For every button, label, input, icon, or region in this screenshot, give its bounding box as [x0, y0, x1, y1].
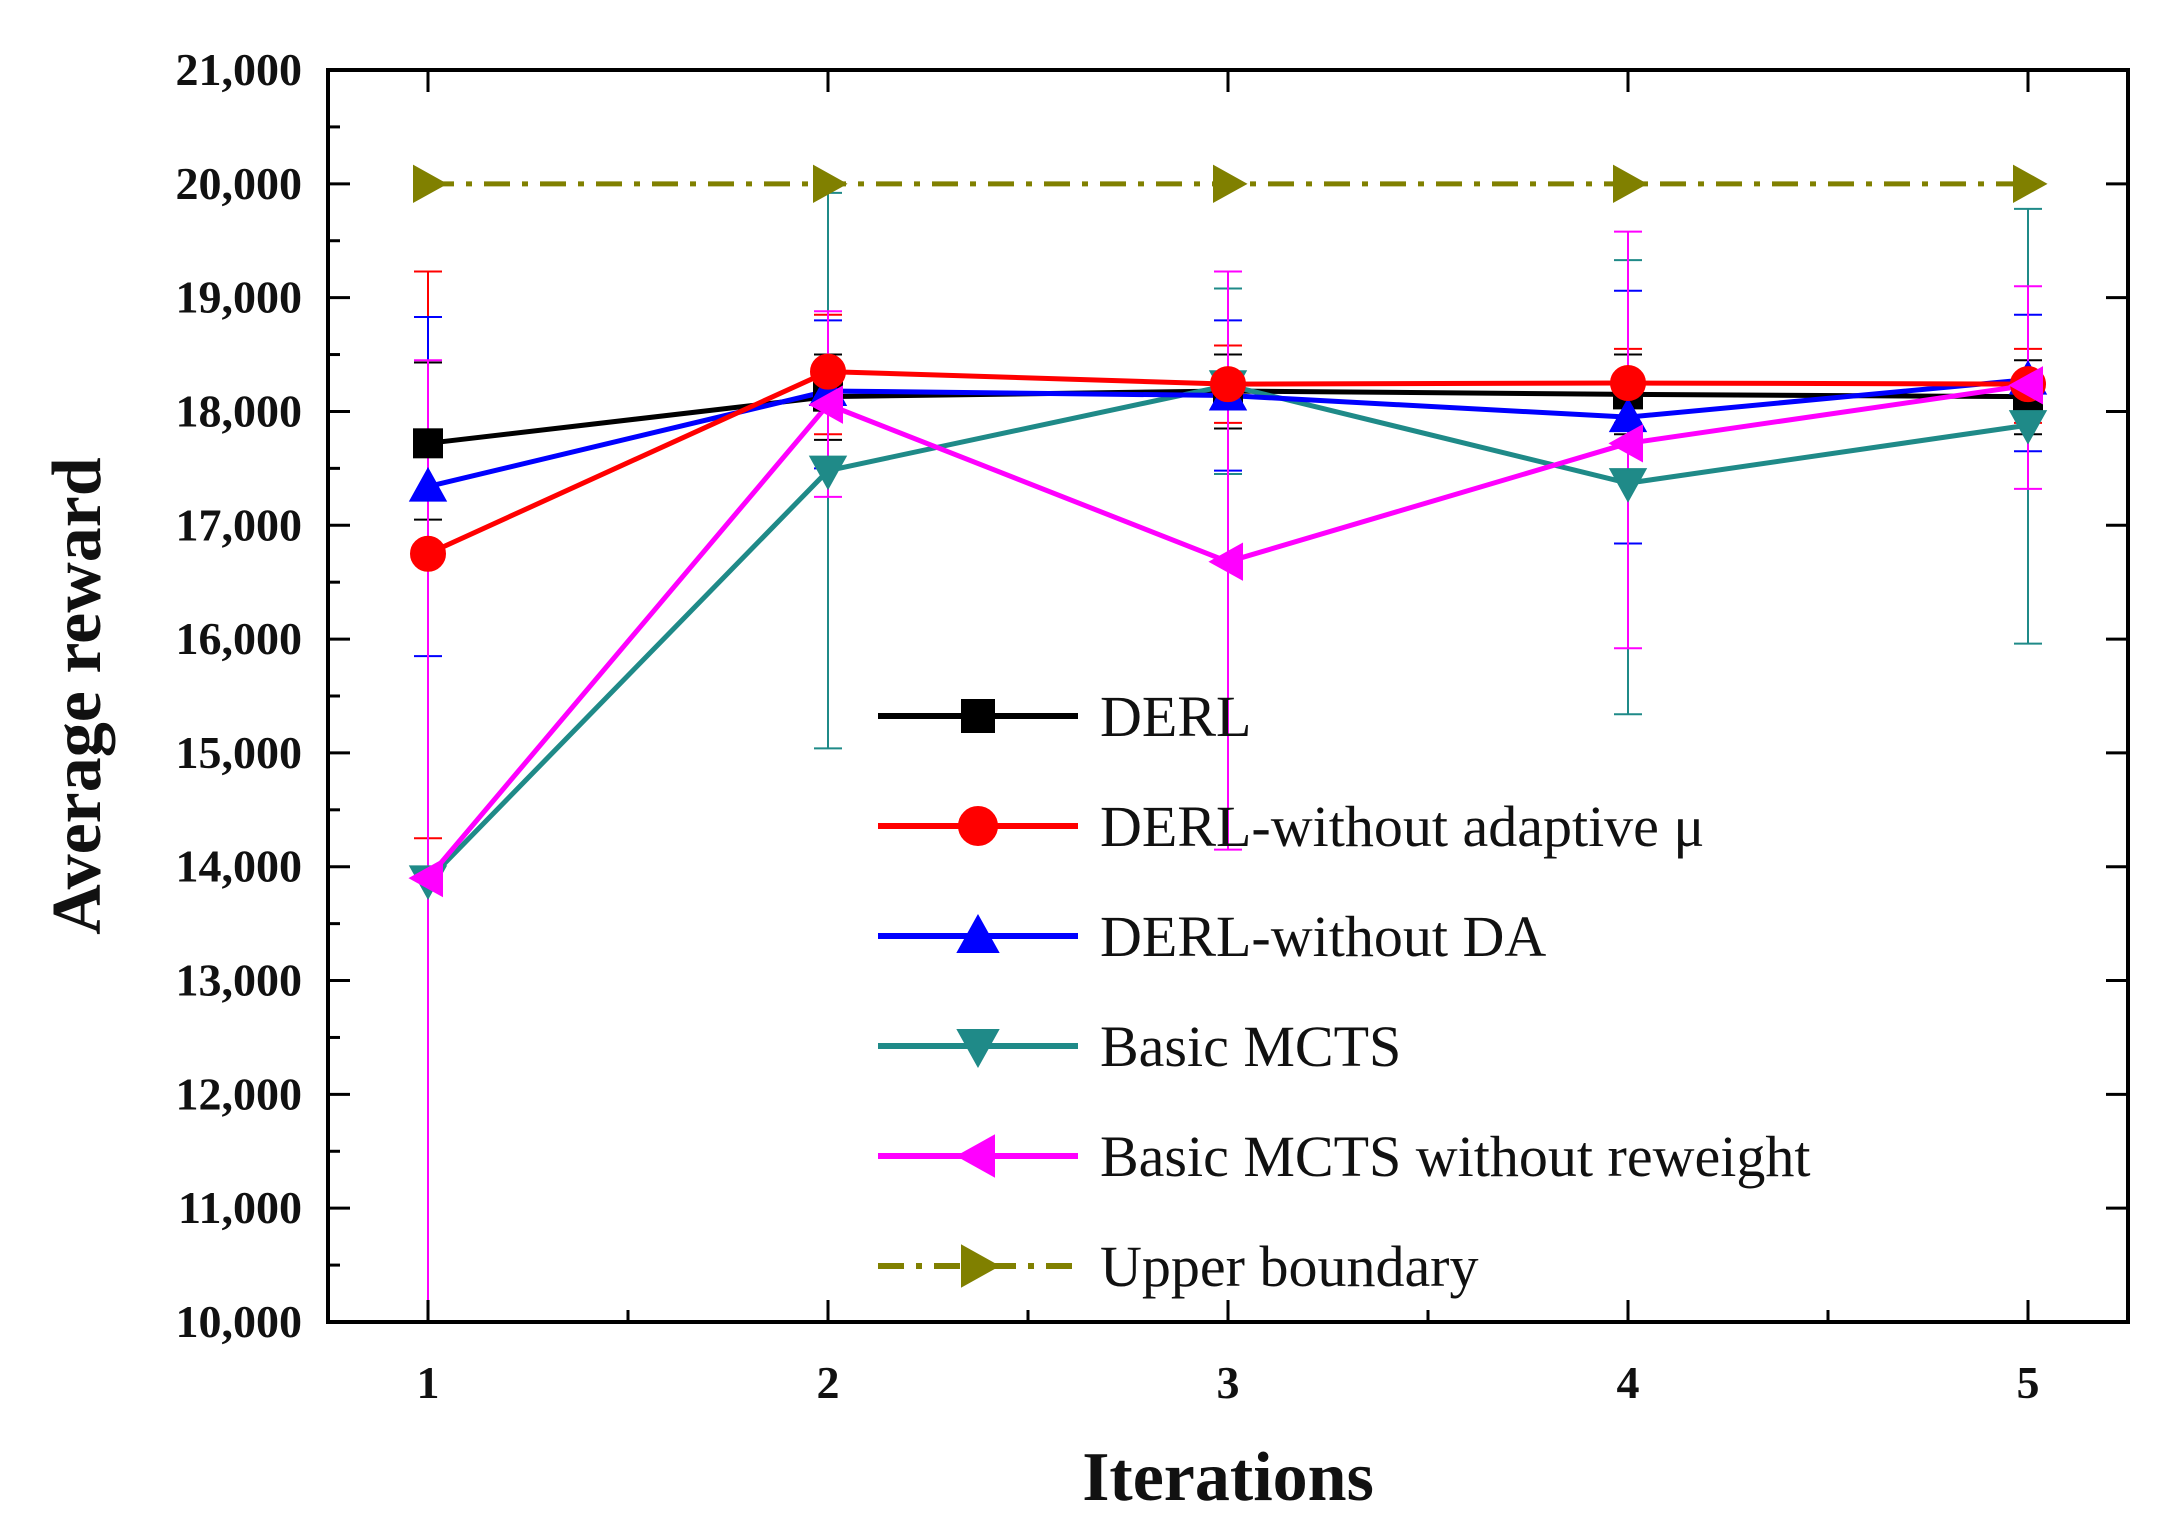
x-axis-title: Iterations — [1082, 1439, 1374, 1516]
legend-label: DERL — [1100, 684, 1251, 749]
y-tick-label: 11,000 — [178, 1182, 302, 1233]
y-tick-label: 20,000 — [176, 158, 303, 209]
y-tick-label: 16,000 — [176, 613, 303, 664]
data-point — [1210, 366, 1246, 403]
data-point — [810, 353, 846, 390]
legend-marker — [958, 806, 998, 846]
legend-marker — [956, 913, 1000, 953]
y-axis-title: Average reward — [39, 457, 116, 935]
y-tick-label: 17,000 — [176, 499, 303, 550]
y-tick-label: 21,000 — [176, 44, 303, 95]
legend: DERL DERL-without adaptive μ DERL-without … — [878, 684, 1810, 1299]
data-point — [2013, 164, 2048, 204]
legend-label: DERL-without DA — [1100, 904, 1546, 969]
y-tick-label: 18,000 — [176, 385, 303, 436]
y-tick-label: 19,000 — [176, 272, 303, 323]
data-point — [808, 455, 848, 491]
data-point — [1608, 424, 1643, 463]
data-point — [1213, 164, 1248, 204]
data-point — [1208, 542, 1243, 581]
data-point — [1613, 164, 1648, 204]
data-point — [413, 164, 448, 204]
y-tick-label: 13,000 — [176, 955, 303, 1006]
data-point — [808, 385, 843, 424]
y-tick-label: 10,000 — [176, 1296, 303, 1347]
data-point — [413, 428, 443, 459]
y-tick-label: 15,000 — [176, 727, 303, 778]
y-tick-label: 14,000 — [176, 841, 303, 892]
y-tick-label: 12,000 — [176, 1068, 303, 1119]
data-point — [1608, 468, 1648, 503]
data-point — [1608, 397, 1648, 433]
y-axis-ticks: 10,000 11,000 12,000 13,000 14,000 15,000 16,0… — [176, 44, 2128, 1347]
x-tick-label: 4 — [1617, 1357, 1640, 1408]
legend-label: Upper boundary — [1100, 1234, 1479, 1299]
legend-label: DERL-without adaptive μ — [1100, 794, 1705, 859]
legend-marker — [961, 699, 995, 733]
data-point — [813, 164, 848, 204]
x-tick-label: 5 — [2017, 1357, 2040, 1408]
data-point — [2008, 410, 2048, 445]
data-point — [410, 535, 446, 572]
x-tick-label: 3 — [1217, 1357, 1240, 1408]
x-axis-ticks: 1 2 3 4 5 — [417, 70, 2040, 1408]
x-tick-label: 2 — [817, 1357, 840, 1408]
data-point — [408, 858, 443, 898]
series-markers — [408, 164, 2048, 900]
legend-marker — [955, 1134, 995, 1178]
legend-label: Basic MCTS — [1100, 1014, 1401, 1079]
x-tick-label: 1 — [417, 1357, 440, 1408]
data-point — [2008, 366, 2043, 405]
legend-label: Basic MCTS without reweight — [1100, 1124, 1810, 1189]
legend-marker — [956, 1029, 1000, 1069]
legend-marker — [961, 1244, 1001, 1288]
data-point — [408, 467, 448, 502]
data-point — [1610, 365, 1646, 401]
